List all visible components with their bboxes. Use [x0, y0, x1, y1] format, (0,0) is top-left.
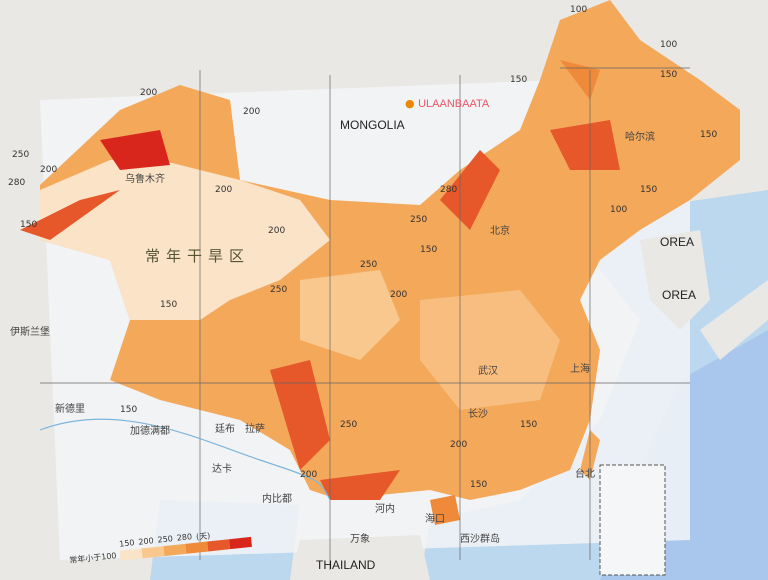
place-label: 河内: [375, 504, 395, 515]
place-label: 长沙: [468, 409, 488, 420]
zone-250-west: [270, 360, 330, 470]
contour-label: 200: [40, 165, 58, 175]
contour-label: 250: [360, 260, 378, 270]
contour-label: 200: [450, 440, 468, 450]
capital-dot-icon: ●: [405, 97, 415, 110]
contour-label: 150: [640, 185, 658, 195]
contour-label: 150: [420, 245, 438, 255]
contour-label: 150: [510, 75, 528, 85]
capital-label: ULAANBAATA: [418, 98, 490, 110]
contour-label: 250: [340, 420, 358, 430]
zone-250-northeast: [550, 120, 620, 170]
contour-label: 280: [440, 185, 458, 195]
contour-label: 150: [520, 420, 538, 430]
contour-label: 150: [120, 405, 138, 415]
place-label: 西沙群岛: [460, 534, 500, 545]
arid-region-label: 常年干旱区: [145, 247, 251, 265]
hainan: [430, 495, 460, 525]
contour-label: 250: [270, 285, 288, 295]
country-label-thailand: THAILAND: [316, 558, 376, 572]
contour-label: 200: [300, 470, 318, 480]
zone-100: [300, 270, 400, 360]
korea-land: [640, 230, 710, 330]
contour-label: 150: [700, 130, 718, 140]
contour-label: 200: [215, 185, 233, 195]
contour-label: 200: [243, 107, 261, 117]
place-label: 新德里: [55, 404, 85, 415]
country-label-mongolia: MONGOLIA: [340, 118, 405, 132]
zone-250-strip: [20, 190, 120, 240]
place-label: 哈尔滨: [625, 132, 655, 143]
china-base: [40, 0, 740, 500]
contour-label: 250: [410, 215, 428, 225]
south-sea-inset: [599, 464, 666, 576]
place-label: 廷布: [215, 424, 235, 435]
river: [39, 418, 331, 501]
contour-label: 100: [570, 5, 588, 15]
thailand-land: [290, 535, 430, 580]
place-label: 上海: [570, 364, 590, 375]
contour-label: 150: [160, 300, 178, 310]
place-label: 达卡: [212, 464, 232, 475]
contour-label: 200: [140, 88, 158, 98]
zone-250-south: [320, 470, 400, 500]
japan-land: [700, 280, 768, 360]
country-label-korea-south: OREA: [662, 288, 697, 302]
place-label: 武汉: [478, 366, 498, 377]
contour-label: 200: [390, 290, 408, 300]
contour-label: 150: [20, 220, 38, 230]
place-label: 乌鲁木齐: [125, 174, 165, 185]
capital-ulaanbaatar: ● ULAANBAATA: [405, 97, 489, 110]
place-label: 台北: [575, 469, 595, 480]
contour-label: 150: [660, 70, 678, 80]
contour-label: 280: [8, 178, 26, 188]
contour-label: 100: [610, 205, 628, 215]
arid-region: [40, 160, 330, 320]
place-label: 北京: [490, 226, 510, 237]
place-label: 拉萨: [245, 424, 265, 435]
contour-label: 250: [12, 150, 30, 160]
zone-250-north: [440, 150, 500, 230]
graticule: [40, 67, 690, 570]
place-label: 伊斯兰堡: [10, 327, 50, 338]
contour-label: 150: [470, 480, 488, 490]
place-label: 万象: [350, 534, 370, 545]
contour-label: 200: [268, 226, 286, 236]
zone-100-east: [420, 290, 560, 410]
contour-label: 100: [660, 40, 678, 50]
place-label: 加德满都: [130, 426, 170, 437]
zone-280-xinjiang: [100, 130, 170, 170]
place-label: 内比都: [262, 494, 292, 505]
country-label-korea-north: OREA: [660, 235, 695, 249]
place-label: 海口: [425, 514, 445, 525]
